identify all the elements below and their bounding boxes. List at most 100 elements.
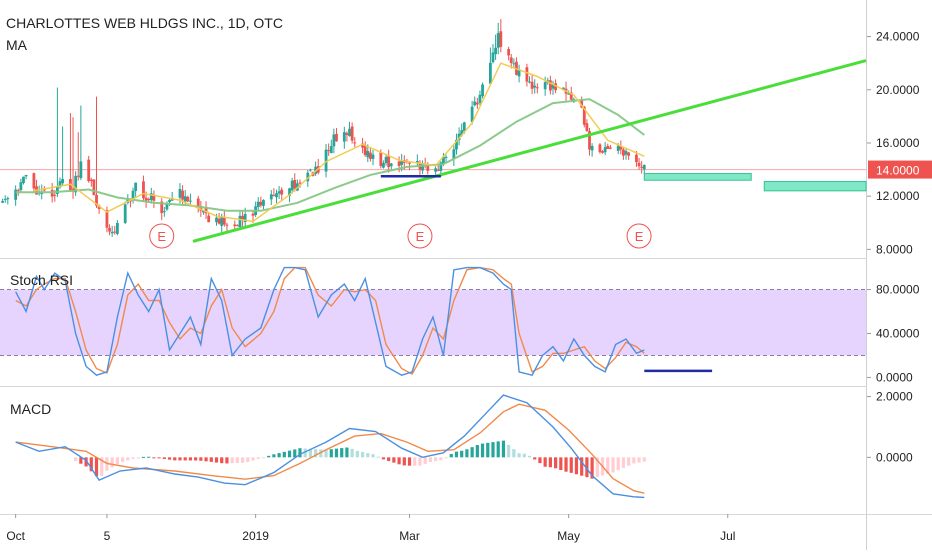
- earnings-marker-circle: [149, 223, 175, 249]
- macd-histogram-bar: [491, 442, 495, 458]
- candle: [329, 139, 333, 154]
- price-axis-label: 20.0000: [876, 83, 920, 97]
- candle: [415, 154, 419, 168]
- candle: [473, 96, 477, 107]
- candle-body: [24, 174, 28, 177]
- macd-histogram-bar: [470, 447, 474, 458]
- macd-histogram-bar: [418, 457, 422, 466]
- candle-body: [512, 63, 516, 65]
- candle: [640, 160, 644, 174]
- macd-histogram-bar: [209, 457, 213, 462]
- candle-body: [262, 199, 265, 206]
- macd-histogram-bar: [522, 453, 526, 458]
- candle-body: [387, 156, 391, 168]
- macd-histogram-bar: [287, 450, 292, 458]
- candle-body: [582, 106, 586, 125]
- macd-histogram-bar: [580, 457, 584, 476]
- candle: [204, 201, 208, 220]
- candle: [262, 199, 265, 210]
- candle-body: [455, 139, 458, 150]
- candle: [601, 150, 604, 154]
- macd-histogram-bar: [183, 457, 187, 461]
- candle: [332, 128, 336, 154]
- candle-body: [345, 133, 349, 135]
- candle: [269, 190, 273, 206]
- macd-histogram-bar: [564, 457, 568, 472]
- candle: [353, 137, 357, 148]
- macd-histogram-bar: [569, 457, 573, 473]
- macd-histogram-bar: [246, 457, 250, 463]
- candle-body: [384, 157, 388, 164]
- macd-histogram-bar: [308, 448, 313, 458]
- macd-histogram-bar: [444, 457, 448, 459]
- macd-histogram-bar: [439, 457, 443, 461]
- macd-histogram-bar: [496, 441, 500, 458]
- candle: [384, 154, 388, 166]
- candle-body: [457, 133, 461, 140]
- candle: [95, 96, 98, 209]
- earnings-marker-label: E: [635, 229, 644, 244]
- macd-histogram-bar: [642, 457, 646, 462]
- earnings-marker: E: [149, 223, 175, 249]
- candle-body: [243, 214, 247, 223]
- candle-body: [442, 156, 445, 164]
- candle: [3, 195, 7, 203]
- candle-body: [58, 181, 62, 188]
- candle: [470, 100, 474, 125]
- candle-body: [42, 189, 46, 191]
- candle: [548, 75, 552, 95]
- candle: [342, 126, 346, 149]
- candle-body: [619, 146, 623, 150]
- candle-body: [509, 57, 513, 64]
- candle-body: [165, 203, 169, 210]
- macd-histogram-bar: [267, 455, 271, 458]
- candle: [275, 189, 278, 204]
- candle-body: [293, 179, 297, 189]
- candle: [152, 190, 156, 208]
- candle-body: [162, 211, 166, 213]
- stoch-line: [15, 266, 645, 376]
- candle: [622, 146, 625, 160]
- candle-body: [74, 175, 78, 193]
- candle-body: [389, 163, 393, 167]
- macd-histogram-bar: [590, 457, 594, 479]
- candle-body: [123, 204, 127, 223]
- candle-body: [324, 149, 328, 172]
- candle-body: [144, 197, 148, 201]
- candle: [603, 141, 607, 156]
- macd-histogram-bar: [214, 457, 219, 463]
- candle-body: [22, 176, 25, 184]
- candle: [19, 178, 23, 192]
- candle-body: [204, 208, 208, 214]
- candle-body: [517, 69, 521, 77]
- candle-body: [3, 199, 7, 201]
- candle: [293, 173, 297, 192]
- last-price-badge: [868, 160, 932, 179]
- candle-body: [554, 83, 557, 91]
- candle-body: [371, 154, 375, 159]
- x-axis-label: May: [557, 529, 580, 543]
- candle: [290, 177, 294, 194]
- candle-body: [131, 190, 135, 200]
- candle: [131, 187, 135, 204]
- macd-histogram-bar: [454, 451, 459, 458]
- candle-body: [421, 163, 424, 171]
- x-axis-label: Oct: [6, 529, 25, 543]
- candle-body: [272, 195, 276, 197]
- macd-histogram-bar: [460, 450, 464, 458]
- macd-histogram-bar: [595, 457, 599, 478]
- candle-body: [1, 201, 5, 203]
- candle-body: [87, 159, 91, 182]
- candle-body: [53, 194, 57, 196]
- macd-histogram-bar: [517, 453, 521, 458]
- macd-histogram-bar: [79, 457, 83, 464]
- x-axis-label: 5: [104, 529, 111, 543]
- candle: [55, 87, 59, 198]
- candle: [327, 143, 331, 156]
- macd-histogram-bar: [616, 457, 620, 471]
- target-box: [643, 173, 752, 181]
- candle-body: [92, 179, 96, 196]
- candle-body: [160, 201, 164, 214]
- candle-body: [551, 83, 555, 89]
- candle-body: [363, 145, 367, 156]
